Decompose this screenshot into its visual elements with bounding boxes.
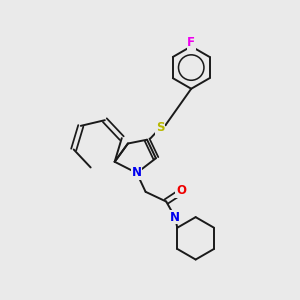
Text: F: F (187, 36, 195, 49)
Text: O: O (176, 184, 186, 197)
Text: S: S (156, 122, 165, 134)
Text: N: N (170, 211, 180, 224)
Text: N: N (132, 167, 142, 179)
